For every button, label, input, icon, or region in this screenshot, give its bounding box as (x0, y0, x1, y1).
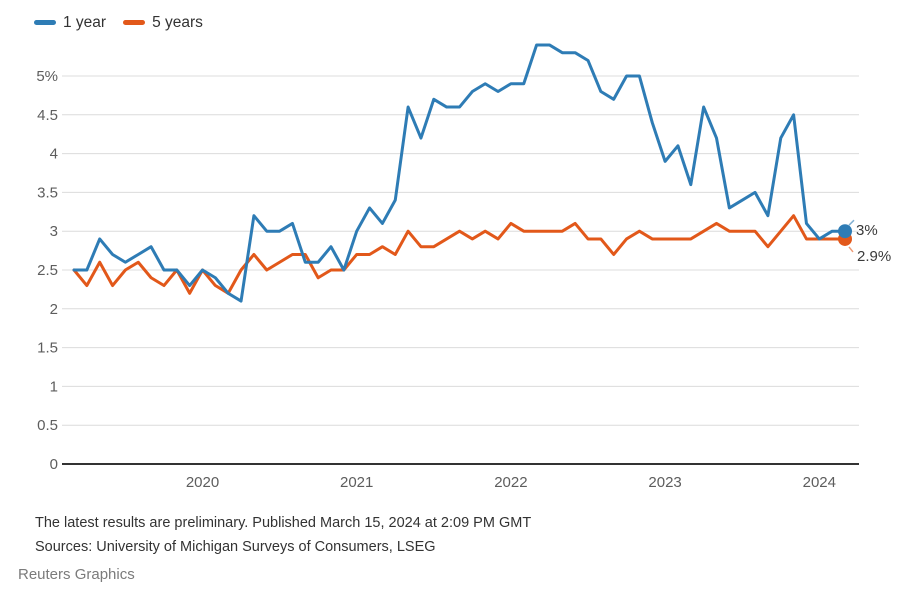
x-tick-label: 2024 (803, 474, 836, 491)
x-tick-label: 2023 (648, 474, 681, 491)
y-tick-label: 3 (50, 223, 58, 240)
chart-notes: The latest results are preliminary. Publ… (35, 511, 531, 559)
legend-label-1-year: 1 year (63, 14, 107, 31)
chart-legend: 1 year 5 years (34, 14, 203, 31)
y-tick-label: 5% (36, 68, 58, 85)
y-tick-label: 0 (50, 456, 58, 473)
note-sources: Sources: University of Michigan Surveys … (35, 539, 436, 555)
legend-item-1-year: 1 year (34, 14, 106, 31)
x-tick-label: 2022 (494, 474, 527, 491)
y-tick-label: 4.5 (37, 107, 58, 124)
reuters-graphics-credit: Reuters Graphics (18, 566, 135, 583)
legend-swatch-5-years-icon (123, 19, 146, 25)
chart-svg: 5% 4.5 4 3.5 3 2.5 2 1.5 1 0.5 0 2020 2021 2022 2023 20… (36, 43, 891, 491)
end-leader-5-years (848, 246, 854, 253)
end-dot-1-year (838, 224, 852, 239)
series-line-1-year (72, 43, 847, 303)
y-tick-label: 2.5 (37, 262, 58, 279)
y-tick-label: 1 (50, 378, 58, 395)
y-tick-label: 3.5 (37, 184, 58, 201)
x-tick-label: 2020 (186, 474, 219, 491)
end-label-5-years: 2.9% (857, 248, 891, 265)
y-tick-label: 4 (50, 146, 58, 163)
end-leader-1-year (848, 219, 855, 226)
x-tick-label: 2021 (340, 474, 373, 491)
y-tick-label: 1.5 (37, 340, 58, 357)
y-tick-label: 0.5 (37, 417, 58, 434)
series-line-5-years (72, 214, 847, 295)
end-label-1-year: 3% (856, 222, 878, 239)
y-tick-label: 2 (50, 301, 58, 318)
note-preliminary: The latest results are preliminary. Publ… (35, 515, 532, 531)
legend-label-5-years: 5 years (152, 14, 203, 31)
legend-item-5-years: 5 years (123, 14, 203, 31)
legend-swatch-1-year-icon (34, 19, 56, 25)
